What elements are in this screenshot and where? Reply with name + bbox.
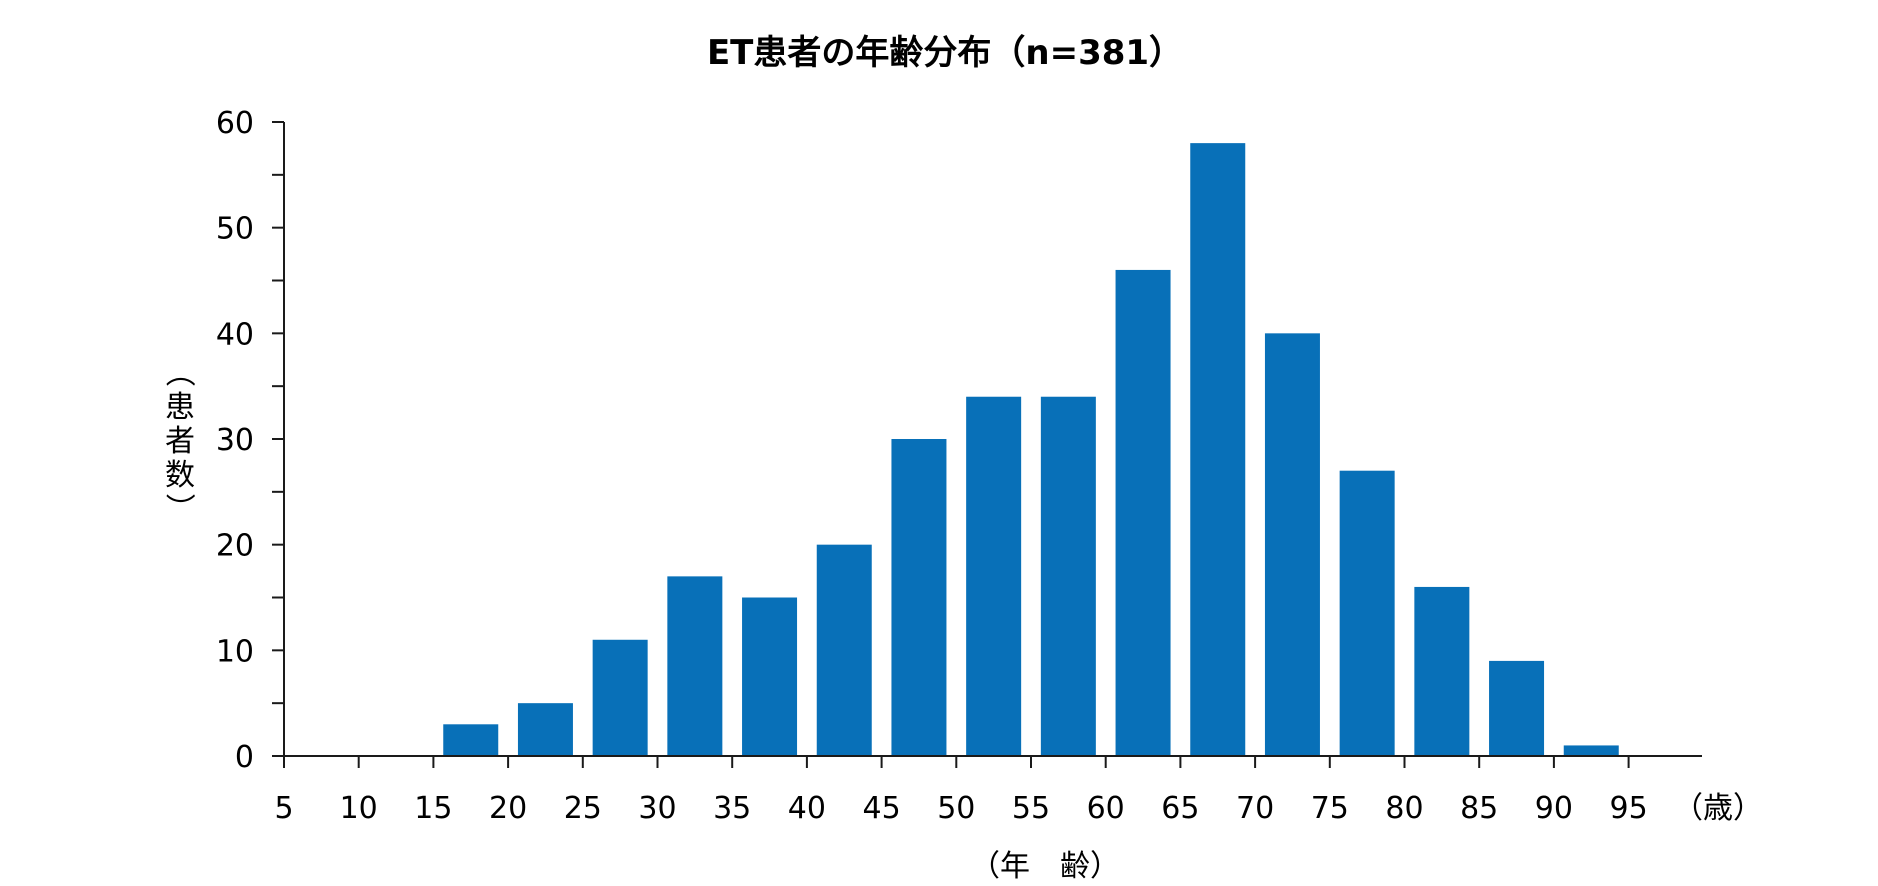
x-tick-label: 55 <box>1012 791 1050 826</box>
bar <box>1190 143 1246 757</box>
x-tick-label: 95 <box>1610 791 1648 826</box>
y-tick-label: 40 <box>216 317 254 352</box>
x-tick-label: 20 <box>489 791 527 826</box>
y-axis-label-char: （ <box>161 357 196 387</box>
bar <box>1489 660 1545 756</box>
bar <box>742 597 798 756</box>
x-tick-label: 40 <box>788 791 826 826</box>
y-tick-label: 0 <box>235 740 254 775</box>
bar <box>1040 396 1096 756</box>
bar <box>1563 745 1619 756</box>
x-tick-label: 50 <box>937 791 975 826</box>
x-tick-label: 25 <box>564 791 602 826</box>
x-ticks: 5 10 15 20 25 30 35 40 45 50 55 60 65 70 75 80 85 90 95 <box>274 756 1648 826</box>
bar <box>1414 586 1470 756</box>
bar <box>517 703 573 756</box>
bar <box>891 439 947 756</box>
chart-title: ET患者の年齢分布（n=381） <box>707 33 1183 73</box>
x-tick-label: 90 <box>1535 791 1573 826</box>
y-axis-label-char: 患 <box>165 390 195 425</box>
bar <box>592 639 648 756</box>
bar <box>1115 269 1171 756</box>
y-axis-label: （患者数） <box>161 357 196 523</box>
y-ticks: 0 10 20 30 40 50 60 <box>216 106 284 775</box>
x-tick-label: 45 <box>863 791 901 826</box>
x-tick-label: 70 <box>1236 791 1274 826</box>
x-tick-label: 30 <box>638 791 676 826</box>
x-tick-label: 65 <box>1161 791 1199 826</box>
bar <box>443 724 499 756</box>
x-tick-label: 60 <box>1087 791 1125 826</box>
y-tick-label: 60 <box>216 106 254 141</box>
x-tick-label: 15 <box>414 791 452 826</box>
x-tick-label: 35 <box>713 791 751 826</box>
x-tick-label: 75 <box>1311 791 1349 826</box>
bar <box>1339 470 1395 756</box>
x-tick-label: 5 <box>274 791 293 826</box>
bars <box>443 143 1619 757</box>
y-axis-label-char: ） <box>161 493 196 523</box>
x-tick-label: 10 <box>340 791 378 826</box>
x-tick-label: 85 <box>1460 791 1498 826</box>
x-unit-label: （歳） <box>1673 791 1763 826</box>
bar <box>667 576 723 756</box>
x-tick-label: 80 <box>1385 791 1423 826</box>
y-tick-label: 30 <box>216 423 254 458</box>
bar <box>816 544 872 756</box>
y-tick-label: 50 <box>216 212 254 247</box>
bar <box>1264 333 1320 756</box>
y-axis-label-char: 者 <box>165 424 195 459</box>
bar <box>966 396 1022 756</box>
y-tick-label: 20 <box>216 529 254 564</box>
y-axis-label-char: 数 <box>165 458 195 493</box>
x-axis-label: （年 齢） <box>970 849 1120 884</box>
y-tick-label: 10 <box>216 634 254 669</box>
